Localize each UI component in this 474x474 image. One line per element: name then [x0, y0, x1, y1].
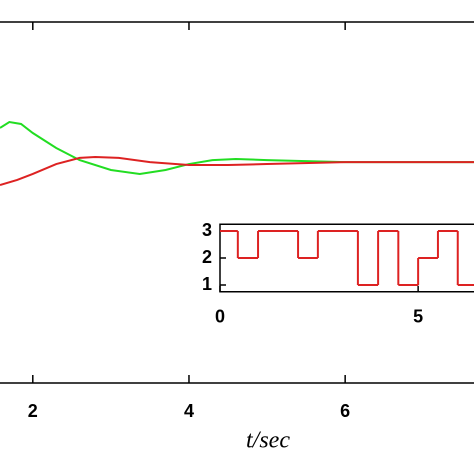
line-series	[0, 156, 474, 186]
y-tick-label: 2	[202, 247, 212, 267]
x-tick-label: 5	[413, 307, 423, 327]
y-tick-label: 3	[202, 220, 212, 240]
x-tick-label: 2	[28, 401, 38, 421]
line-series	[0, 120, 474, 175]
x-tick-label: 0	[215, 307, 225, 327]
y-tick-label: 1	[202, 274, 212, 294]
x-tick-label: 4	[184, 401, 194, 421]
x-tick-label: 6	[340, 401, 350, 421]
x-axis-label: t/sec	[246, 428, 290, 454]
